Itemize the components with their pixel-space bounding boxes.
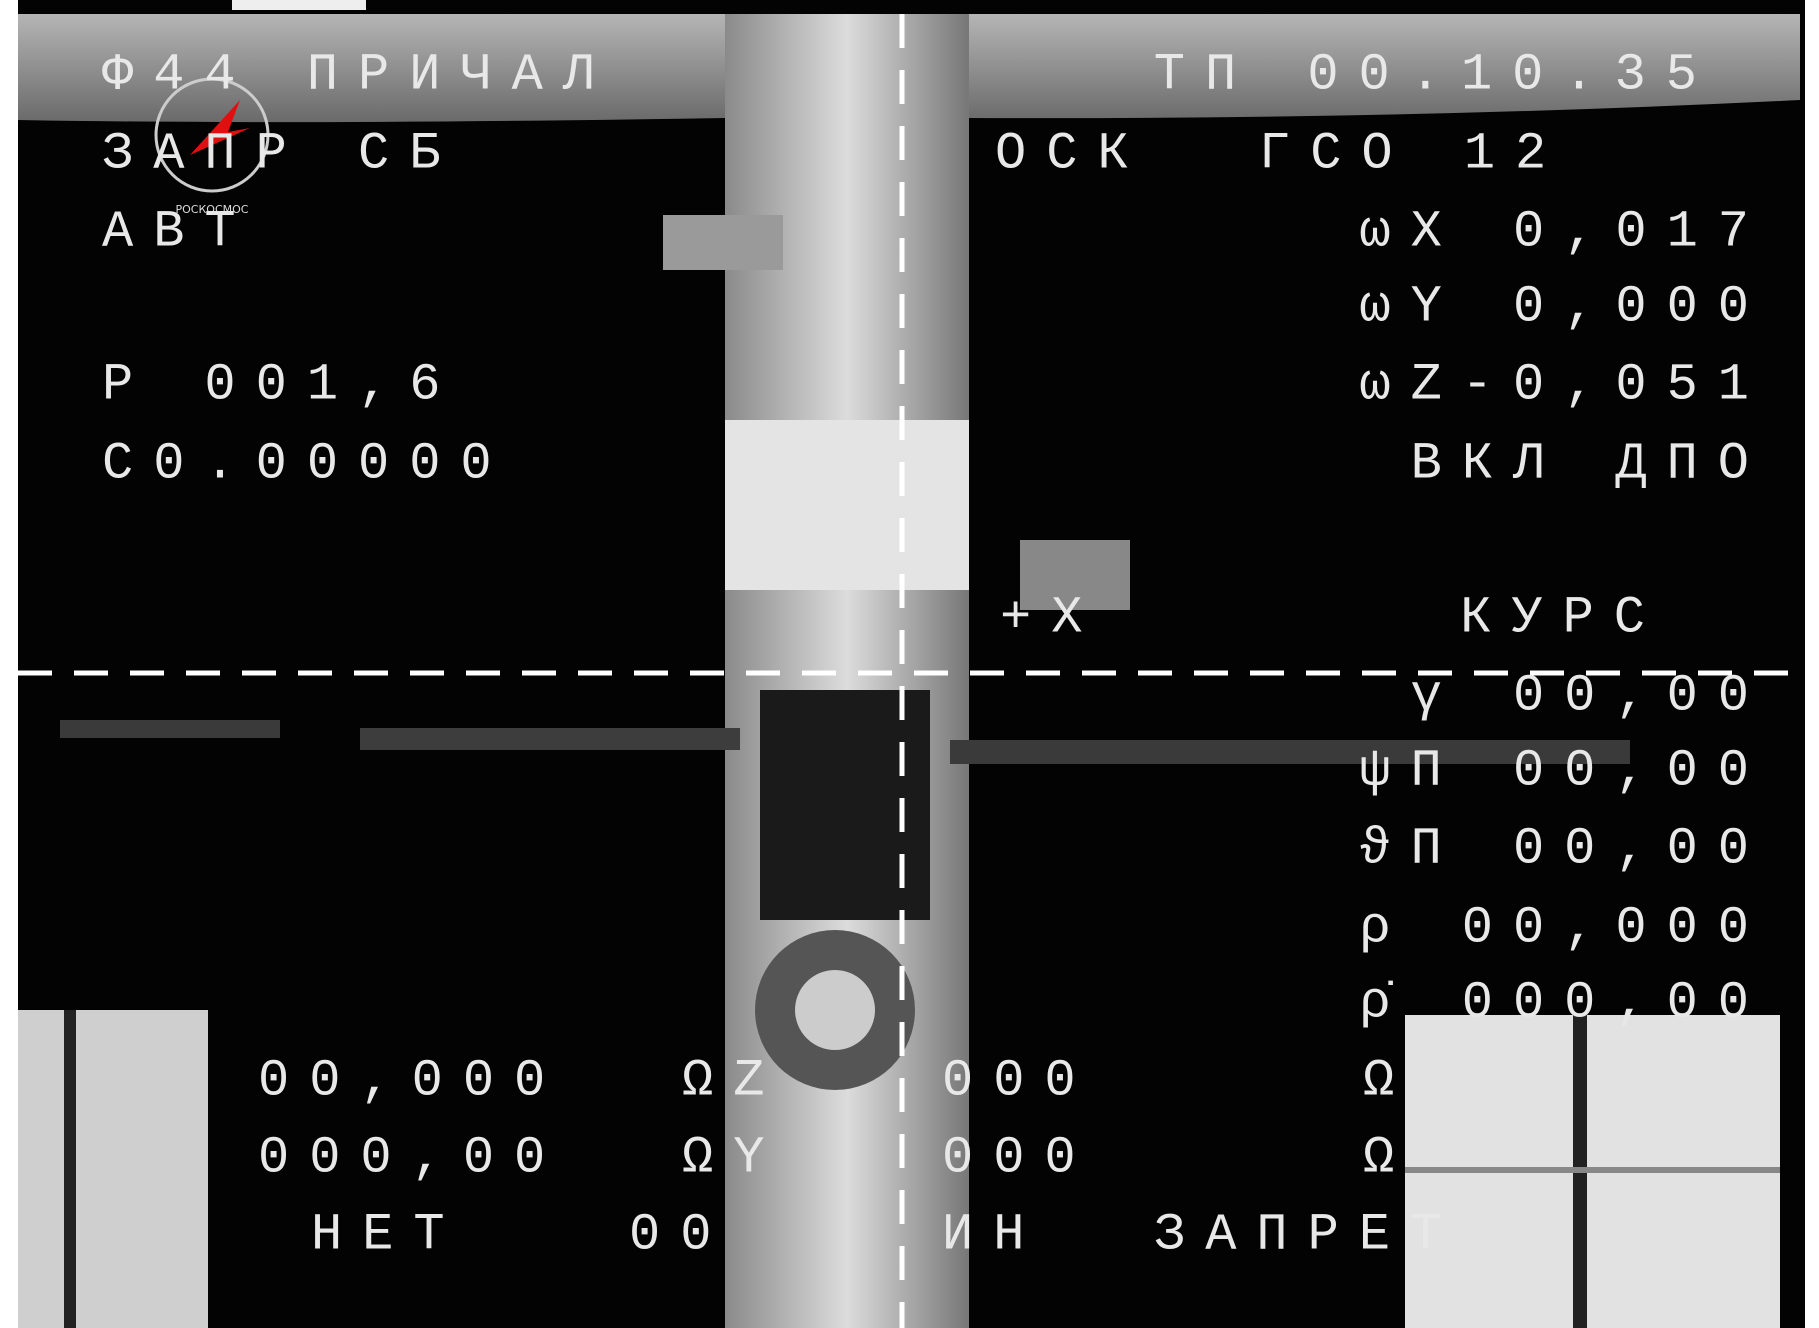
hud-label: Ф44 ПРИЧАЛ bbox=[102, 46, 614, 105]
hud-label: ЗАПР СБ bbox=[102, 125, 460, 184]
hud-label: С0.00000 bbox=[102, 435, 512, 494]
hud-label: 00,000 bbox=[258, 1052, 565, 1111]
docking-port-center bbox=[795, 970, 875, 1050]
hud-label: ТП 00.10.35 bbox=[1154, 46, 1717, 105]
hud-label: 000 bbox=[942, 1129, 1096, 1188]
hud-label: ωX 0,017 bbox=[1359, 203, 1769, 262]
hud-label: ωZ-0,051 bbox=[1359, 356, 1769, 415]
hud-label: АВТ bbox=[102, 203, 256, 262]
frame-edge bbox=[0, 0, 18, 1328]
hud-label: ρ 00,000 bbox=[1359, 899, 1769, 958]
hud-label: Ω bbox=[1363, 1129, 1414, 1188]
frame-edge bbox=[1805, 0, 1819, 1328]
hud-label: ВКЛ ДПО bbox=[1411, 435, 1769, 494]
hud-label: Р 001,6 bbox=[102, 356, 460, 415]
hud-label: γ 00,00 bbox=[1411, 667, 1769, 726]
hud-label: +X bbox=[1000, 589, 1102, 648]
solar-array bbox=[360, 728, 740, 750]
hud-label: ρ̇ 000,00 bbox=[1359, 974, 1769, 1033]
hud-label: ϑП 00,00 bbox=[1359, 820, 1769, 879]
hud-label: КУРС bbox=[1460, 589, 1665, 648]
hud-label: ИН bbox=[942, 1206, 1044, 1265]
hud-label: ψП 00,00 bbox=[1359, 742, 1769, 801]
hud-label: 00 bbox=[629, 1206, 731, 1265]
hud-label: ΩZ bbox=[682, 1052, 784, 1111]
hud-label: 000,00 bbox=[258, 1129, 565, 1188]
solar-array bbox=[60, 720, 280, 738]
module-bright bbox=[725, 420, 969, 590]
camera-frame: РОСКОСМОС Ф44 ПРИЧАЛТП 00.10.35ЗАПР СБОС… bbox=[0, 0, 1819, 1328]
radiator bbox=[18, 1010, 208, 1328]
module-detail bbox=[663, 215, 783, 270]
page: РОСКОСМОС Ф44 ПРИЧАЛТП 00.10.35ЗАПР СБОС… bbox=[0, 0, 1819, 1328]
top-marker bbox=[232, 0, 366, 10]
hud-label: Ω bbox=[1363, 1052, 1414, 1111]
hud-label: ωY 0,000 bbox=[1359, 278, 1769, 337]
hud-label: 000 bbox=[942, 1052, 1096, 1111]
hud-label: ЗАПРЕТ bbox=[1154, 1206, 1461, 1265]
hud-label: ОСК bbox=[995, 125, 1149, 184]
hud-label: ГСО 12 bbox=[1259, 125, 1566, 184]
hud-label: ΩY bbox=[682, 1129, 784, 1188]
hud-label: НЕТ bbox=[311, 1206, 465, 1265]
